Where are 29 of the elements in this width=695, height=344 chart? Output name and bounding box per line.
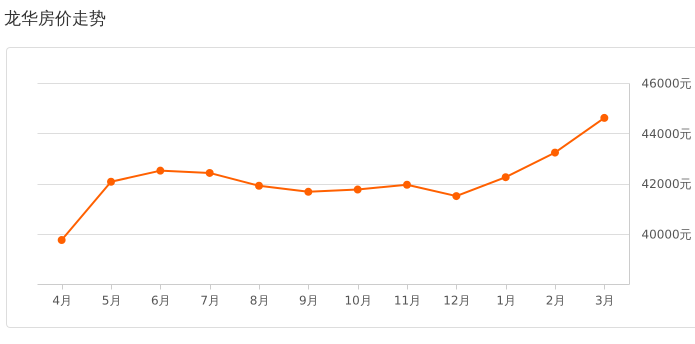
x-tick-label: 10月	[344, 294, 372, 308]
point	[156, 166, 164, 175]
point	[600, 114, 608, 122]
x-tick-label: 3月	[595, 294, 615, 308]
point	[206, 168, 214, 177]
point	[452, 192, 460, 200]
x-tick-label: 11月	[394, 294, 422, 308]
point	[502, 173, 510, 182]
x-tick-label: 2月	[546, 294, 566, 308]
point	[304, 188, 312, 196]
chart-title: 龙华房价走势	[4, 8, 106, 30]
x-tick-label: 8月	[250, 294, 270, 308]
point	[58, 236, 66, 244]
x-tick-label: 1月	[496, 294, 516, 308]
point	[107, 178, 115, 186]
x-tick-label: 6月	[151, 294, 171, 308]
x-tick-label: 7月	[200, 294, 220, 308]
point	[403, 180, 411, 189]
point	[551, 148, 559, 157]
x-tick-label: 12月	[443, 294, 470, 308]
y-tick-label: 40000元	[642, 227, 692, 242]
x-tick-label: 5月	[102, 294, 122, 308]
y-tick-label: 42000元	[642, 177, 692, 191]
y-tick-label: 46000元	[642, 76, 692, 90]
x-tick-label: 4月	[52, 294, 72, 308]
y-tick-label: 44000元	[642, 126, 692, 141]
point	[354, 186, 362, 194]
x-tick-label: 9月	[299, 294, 319, 308]
point	[255, 182, 263, 190]
